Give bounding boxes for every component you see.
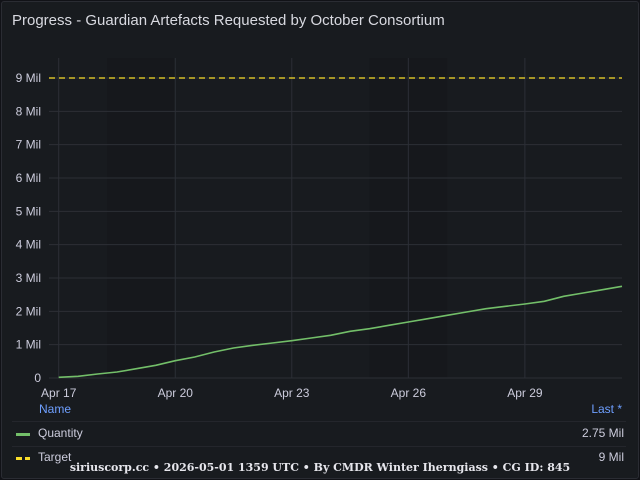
y-tick-label: 6 Mil bbox=[16, 171, 41, 185]
footer-credit: siriuscorp.cc • 2026-05-01 1359 UTC • By… bbox=[69, 461, 571, 474]
legend-item-target[interactable]: Target 9 Mil bbox=[14, 448, 624, 468]
series-line-quantity bbox=[58, 285, 623, 379]
legend-name-header[interactable]: Name bbox=[39, 402, 72, 416]
legend-swatch-target bbox=[16, 457, 30, 460]
legend-divider bbox=[12, 446, 626, 447]
legend-last-header[interactable]: Last * bbox=[591, 402, 622, 416]
x-tick-label: Apr 17 bbox=[41, 386, 77, 400]
y-tick-label: 9 Mil bbox=[16, 71, 41, 85]
legend-swatch-quantity bbox=[16, 433, 30, 436]
legend-label-quantity: Quantity bbox=[38, 426, 83, 440]
y-tick-label: 1 Mil bbox=[16, 338, 41, 352]
x-tick-label: Apr 26 bbox=[391, 386, 427, 400]
legend-last-target: 9 Mil bbox=[598, 450, 624, 464]
progress-chart: 0 1 Mil 2 Mil 3 Mil 4 Mil 5 Mil 6 Mil 7 Mil 8 Mi… bbox=[16, 58, 623, 400]
legend-divider bbox=[12, 421, 626, 422]
y-tick-label: 2 Mil bbox=[16, 304, 41, 318]
x-tick-label: Apr 23 bbox=[274, 386, 310, 400]
y-tick-label: 7 Mil bbox=[16, 138, 41, 152]
panel-title: Progress - Guardian Artefacts Requested … bbox=[12, 12, 445, 29]
legend-label-target: Target bbox=[38, 450, 72, 464]
shaded-period bbox=[107, 58, 176, 378]
x-tick-label: Apr 29 bbox=[507, 386, 543, 400]
y-tick-label: 4 Mil bbox=[16, 238, 41, 252]
y-tick-label: 5 Mil bbox=[16, 204, 41, 218]
x-tick-label: Apr 20 bbox=[158, 386, 194, 400]
y-tick-label: 8 Mil bbox=[16, 104, 41, 118]
legend-last-quantity: 2.75 Mil bbox=[581, 426, 624, 440]
legend-item-quantity[interactable]: Quantity 2.75 Mil bbox=[14, 424, 624, 444]
y-tick-label: 3 Mil bbox=[16, 271, 41, 285]
y-tick-label: 0 bbox=[34, 371, 41, 385]
